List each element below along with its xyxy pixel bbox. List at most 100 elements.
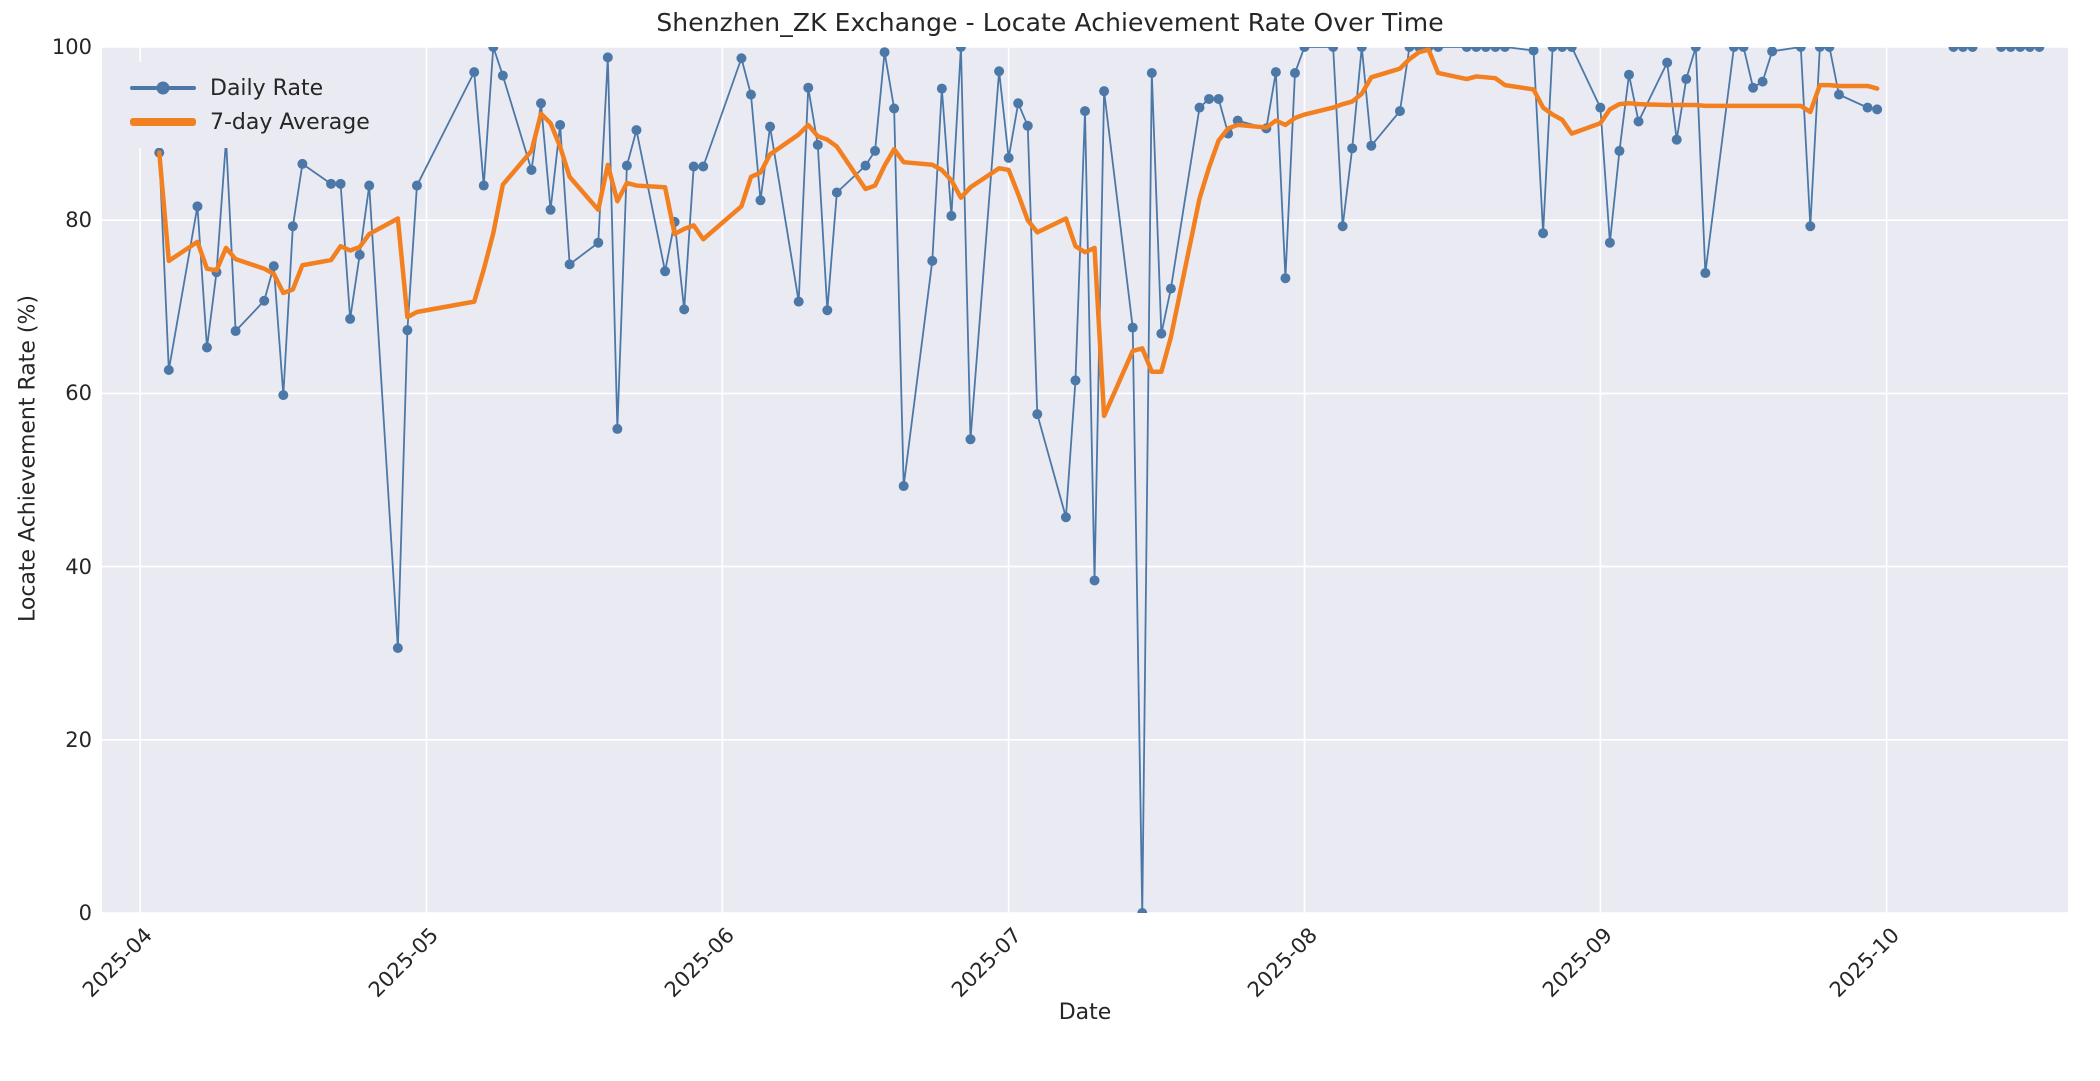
legend-swatch-seven-day-average (130, 105, 196, 139)
data-point-marker (1127, 322, 1138, 333)
data-point-marker (1738, 47, 1749, 52)
data-point-marker (1623, 69, 1634, 80)
data-point-marker (1671, 134, 1682, 145)
data-point-marker (1805, 221, 1816, 232)
data-point-marker (994, 66, 1005, 77)
data-point-marker (1013, 98, 1024, 109)
data-point-marker (765, 121, 776, 132)
data-point-marker (555, 119, 566, 130)
data-point-marker (1604, 237, 1615, 248)
data-point-marker (1366, 140, 1377, 151)
data-point-marker (335, 178, 346, 189)
data-point-marker (1337, 221, 1348, 232)
data-point-marker (1060, 512, 1071, 523)
data-point-marker (2015, 47, 2026, 52)
data-point-marker (1633, 116, 1644, 127)
data-point-marker (1490, 47, 1501, 52)
data-point-marker (2034, 47, 2045, 52)
data-point-marker (1700, 268, 1711, 279)
data-point-marker (1690, 47, 1701, 52)
data-point-marker (1862, 102, 1873, 113)
data-point-marker (602, 52, 613, 63)
data-point-marker (946, 210, 957, 221)
data-point-marker (192, 201, 203, 212)
y-axis-ticks: 0 20 40 60 80 100 (0, 35, 92, 925)
data-point-marker (1833, 89, 1844, 100)
legend-swatch-daily-rate (130, 71, 196, 105)
data-point-marker (402, 325, 413, 336)
legend-item-seven-day-average: 7-day Average (130, 105, 370, 139)
data-point-marker (812, 139, 823, 150)
data-point-marker (1204, 93, 1215, 104)
data-point-marker (1032, 409, 1043, 420)
data-point-marker (927, 255, 938, 266)
data-point-marker (163, 365, 174, 376)
data-point-marker (411, 180, 422, 191)
data-point-marker (2024, 47, 2035, 52)
data-point-marker (1280, 273, 1291, 284)
data-point-marker (469, 67, 480, 78)
legend-marker-daily-rate (156, 81, 170, 95)
data-point-marker (1824, 47, 1835, 52)
data-point-marker (1499, 47, 1510, 52)
data-point-marker (1872, 104, 1883, 115)
data-point-marker (1404, 47, 1415, 52)
data-point-marker (955, 47, 966, 52)
data-point-marker (593, 237, 604, 248)
data-point-marker (965, 434, 976, 445)
data-point-marker (745, 89, 756, 100)
data-series (154, 47, 2045, 913)
data-point-marker (536, 98, 547, 109)
data-point-marker (822, 305, 833, 316)
data-point-marker (1099, 86, 1110, 97)
data-point-marker (1356, 47, 1367, 52)
y-tick-label: 100 (51, 35, 92, 59)
series-line-7-day-average (157, 47, 1880, 419)
data-point-marker (497, 70, 508, 81)
data-point-marker (1538, 228, 1549, 239)
data-point-marker (870, 145, 881, 156)
data-point-marker (392, 643, 403, 653)
data-point-marker (889, 103, 900, 114)
data-point-marker (259, 295, 270, 306)
data-point-marker (1566, 47, 1577, 52)
data-point-marker (526, 164, 537, 175)
y-tick-label: 80 (65, 208, 92, 233)
legend-item-daily-rate: Daily Rate (130, 71, 370, 105)
data-point-marker (1795, 47, 1806, 52)
data-point-marker (297, 158, 308, 169)
data-point-marker (1595, 102, 1606, 113)
legend-label-daily-rate: Daily Rate (210, 75, 324, 101)
legend-label-seven-day-average: 7-day Average (210, 109, 370, 135)
y-tick-label: 0 (78, 901, 92, 925)
data-point-marker (287, 221, 298, 232)
data-point-marker (1767, 47, 1778, 57)
legend-line-seven-day-average (130, 118, 196, 126)
grid-lines (102, 47, 2068, 913)
data-point-marker (1137, 908, 1148, 913)
data-point-marker (1156, 328, 1167, 339)
data-point-marker (1165, 283, 1176, 294)
data-point-marker (1213, 93, 1224, 104)
data-point-marker (612, 423, 623, 434)
plot-area (102, 47, 2068, 913)
data-point-marker (268, 261, 279, 272)
chart-title: Shenzhen_ZK Exchange - Locate Achievemen… (656, 8, 1444, 37)
data-point-marker (803, 82, 814, 93)
data-point-marker (698, 161, 709, 172)
chart-figure: Shenzhen_ZK Exchange - Locate Achievemen… (0, 8, 2068, 1025)
data-point-marker (1967, 47, 1978, 52)
data-point-marker (660, 266, 671, 277)
data-point-marker (679, 304, 690, 315)
data-point-marker (545, 204, 556, 215)
data-point-marker (1433, 47, 1444, 52)
y-tick-label: 60 (65, 381, 92, 406)
data-point-marker (1146, 67, 1157, 78)
data-point-marker (1328, 47, 1339, 52)
data-point-marker (755, 195, 766, 206)
data-point-marker (898, 481, 909, 492)
data-point-marker (230, 326, 241, 337)
data-point-marker (1996, 47, 2007, 52)
data-point-marker (1480, 47, 1491, 52)
data-point-marker (1089, 575, 1100, 586)
